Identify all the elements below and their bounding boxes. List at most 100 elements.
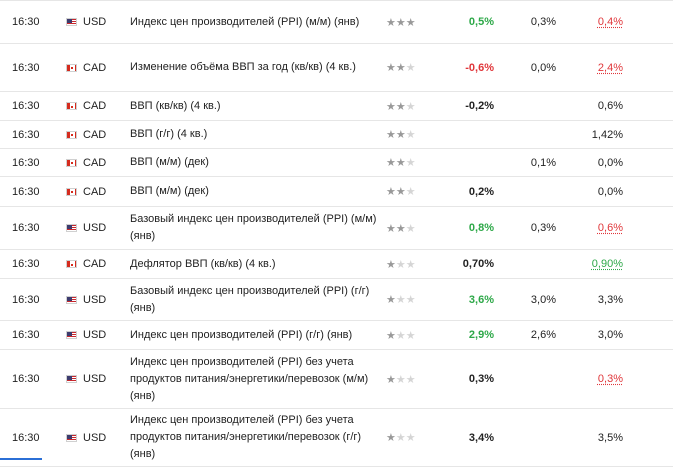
- actual-value: 0,2%: [468, 185, 494, 198]
- canada-flag-icon: [66, 187, 77, 196]
- previous-cell: 3,0%: [565, 321, 623, 349]
- event-row[interactable]: 16:30 USD Базовый индекс цен производителе…: [0, 207, 673, 250]
- event-name[interactable]: Дефлятор ВВП (кв/кв) (4 кв.): [130, 257, 276, 270]
- event-time: 16:30: [12, 431, 40, 444]
- importance-stars: ★ ★ ★: [386, 350, 422, 408]
- event-row[interactable]: 16:30 CAD ВВП (г/г) (4 кв.) ★ ★ ★ 1,42%: [0, 121, 673, 149]
- star-icon: ★: [395, 432, 406, 444]
- flag-cell: [66, 44, 77, 91]
- forecast-value: [500, 350, 556, 408]
- event-row[interactable]: 16:30 USD Индекс цен производителей (PPI) …: [0, 1, 673, 44]
- previous-value[interactable]: 0,90%: [591, 258, 623, 270]
- flag-cell: [66, 207, 77, 249]
- actual-value: 3,6%: [468, 293, 494, 306]
- canada-flag-icon: [66, 63, 77, 72]
- importance-stars: ★ ★ ★: [386, 121, 422, 148]
- actual-value: 2,9%: [468, 329, 494, 341]
- event-currency: USD: [83, 293, 107, 306]
- previous-cell: 2,4%: [565, 44, 623, 91]
- event-currency: USD: [83, 431, 107, 444]
- importance-stars: ★ ★ ★: [386, 250, 422, 278]
- star-icon: ★: [405, 62, 416, 74]
- flag-cell: [66, 121, 77, 148]
- event-time: 16:30: [12, 61, 40, 74]
- flag-cell: [66, 177, 77, 206]
- event-currency: CAD: [83, 156, 107, 169]
- us-flag-icon: [66, 433, 77, 442]
- event-row[interactable]: 16:30 USD Индекс цен производителей (PPI) …: [0, 409, 673, 467]
- event-name[interactable]: Базовый индекс цен производителей (PPI) …: [130, 284, 370, 314]
- importance-stars: ★ ★ ★: [386, 177, 422, 206]
- event-row[interactable]: 16:30 CAD Изменение объёма ВВП за год (кв/…: [0, 44, 673, 92]
- previous-cell: 0,90%: [565, 250, 623, 278]
- star-icon: ★: [405, 16, 416, 29]
- star-icon: ★: [395, 157, 406, 169]
- event-name[interactable]: ВВП (м/м) (дек): [130, 185, 209, 197]
- star-icon: ★: [386, 294, 396, 306]
- event-time: 16:30: [12, 329, 40, 341]
- event-row[interactable]: 16:30 USD Индекс цен производителей (PPI) …: [0, 321, 673, 350]
- star-icon: ★: [405, 157, 416, 169]
- previous-cell: 1,42%: [565, 121, 623, 148]
- star-icon: ★: [405, 258, 416, 271]
- event-time: 16:30: [12, 185, 40, 198]
- event-currency: CAD: [83, 128, 107, 141]
- star-icon: ★: [386, 157, 396, 169]
- event-time: 16:30: [12, 16, 40, 28]
- star-icon: ★: [395, 329, 406, 342]
- us-flag-icon: [66, 295, 77, 304]
- event-name[interactable]: ВВП (кв/кв) (4 кв.): [130, 99, 221, 112]
- event-row[interactable]: 16:30 USD Базовый индекс цен производителе…: [0, 279, 673, 321]
- canada-flag-icon: [66, 260, 77, 268]
- forecast-value: 0,0%: [530, 61, 556, 74]
- previous-value: 0,6%: [597, 100, 623, 112]
- actual-value: 0,5%: [468, 16, 494, 28]
- event-name[interactable]: Индекс цен производителей (PPI) (м/м) (я…: [130, 15, 360, 28]
- star-icon: ★: [386, 129, 396, 141]
- event-row[interactable]: 16:30 CAD ВВП (м/м) (дек) ★ ★ ★ 0,2% 0,0%: [0, 177, 673, 207]
- flag-cell: [66, 350, 77, 408]
- event-name[interactable]: ВВП (м/м) (дек): [130, 156, 209, 168]
- previous-cell: 0,0%: [565, 177, 623, 206]
- previous-value: 0,0%: [597, 185, 623, 198]
- event-name[interactable]: Индекс цен производителей (PPI) без учет…: [130, 355, 369, 402]
- previous-value: 3,5%: [597, 431, 623, 444]
- previous-value[interactable]: 0,6%: [597, 222, 623, 234]
- forecast-value: [500, 177, 556, 206]
- previous-cell: 3,5%: [565, 409, 623, 466]
- flag-cell: [66, 409, 77, 466]
- previous-value: 3,0%: [597, 329, 623, 341]
- previous-cell: 3,3%: [565, 279, 623, 320]
- star-icon: ★: [386, 222, 396, 235]
- event-row[interactable]: 16:30 USD Индекс цен производителей (PPI) …: [0, 350, 673, 409]
- previous-cell: 0,4%: [565, 1, 623, 43]
- star-icon: ★: [405, 373, 416, 386]
- event-row[interactable]: 16:30 CAD Дефлятор ВВП (кв/кв) (4 кв.) ★ ★ ★ 0…: [0, 250, 673, 279]
- event-time: 16:30: [12, 156, 40, 169]
- flag-cell: [66, 321, 77, 349]
- event-row[interactable]: 16:30 CAD ВВП (кв/кв) (4 кв.) ★ ★ ★ -0,2% 0,6%: [0, 92, 673, 121]
- importance-stars: ★ ★ ★: [386, 409, 422, 466]
- actual-value: -0,6%: [465, 61, 494, 74]
- star-icon: ★: [386, 373, 396, 386]
- previous-value[interactable]: 2,4%: [597, 61, 623, 74]
- event-name[interactable]: Индекс цен производителей (PPI) без учет…: [130, 414, 362, 460]
- flag-cell: [66, 149, 77, 176]
- event-name[interactable]: Индекс цен производителей (PPI) (г/г) (я…: [130, 328, 353, 341]
- event-currency: USD: [83, 222, 107, 234]
- previous-cell: 0,0%: [565, 149, 623, 176]
- star-icon: ★: [395, 100, 406, 113]
- event-row[interactable]: 16:30 CAD ВВП (м/м) (дек) ★ ★ ★ 0,1% 0,0%: [0, 149, 673, 177]
- actual-value: [430, 149, 494, 176]
- us-flag-icon: [66, 331, 77, 339]
- event-currency: USD: [83, 373, 107, 385]
- importance-stars: ★ ★ ★: [386, 321, 422, 349]
- previous-value[interactable]: 0,3%: [597, 373, 623, 385]
- event-name[interactable]: Базовый индекс цен производителей (PPI) …: [130, 213, 377, 242]
- event-name[interactable]: Изменение объёма ВВП за год (кв/кв) (4 к…: [130, 61, 356, 73]
- previous-value: 0,0%: [597, 156, 623, 169]
- event-name[interactable]: ВВП (г/г) (4 кв.): [130, 128, 208, 140]
- previous-cell: 0,6%: [565, 207, 623, 249]
- previous-value[interactable]: 0,4%: [597, 16, 623, 28]
